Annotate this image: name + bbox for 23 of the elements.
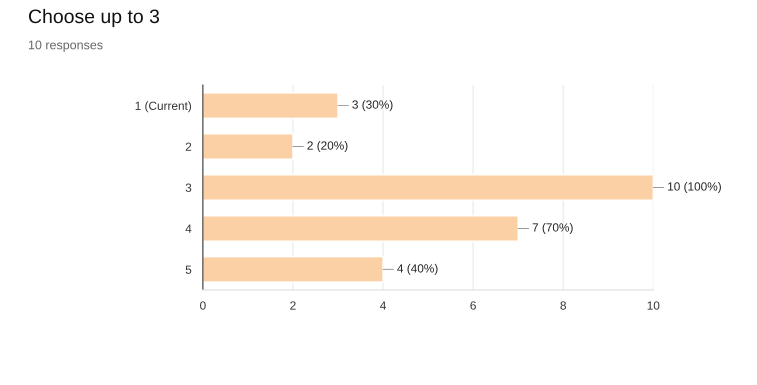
data-label: 7 (70%) (532, 222, 573, 234)
x-tick-label: 8 (560, 301, 566, 310)
x-tick-label: 4 (380, 301, 386, 310)
bar (202, 174, 654, 201)
y-tick-label: 4 (185, 224, 192, 233)
data-label: 4 (40%) (397, 264, 438, 275)
y-tick-label: 2 (186, 142, 192, 151)
y-tick-label: 1 (Current) (136, 101, 192, 112)
bar (202, 256, 384, 283)
x-tick-label: 6 (470, 301, 476, 310)
bar (202, 215, 519, 242)
chart-title: Choose up to 3 (28, 8, 160, 28)
x-tick-label: 2 (290, 301, 296, 310)
data-label: 10 (100%) (668, 182, 721, 193)
y-tick-label: 3 (186, 184, 192, 192)
text: 10 responses (28, 40, 103, 52)
x-tick-label: 10 (648, 301, 660, 310)
x-tick-label: 0 (200, 301, 206, 310)
y-tick-label: 5 (186, 266, 192, 274)
bar (202, 133, 294, 160)
data-label: 2 (20%) (307, 141, 348, 152)
data-label: 3 (30%) (352, 100, 392, 112)
bar (202, 92, 339, 119)
